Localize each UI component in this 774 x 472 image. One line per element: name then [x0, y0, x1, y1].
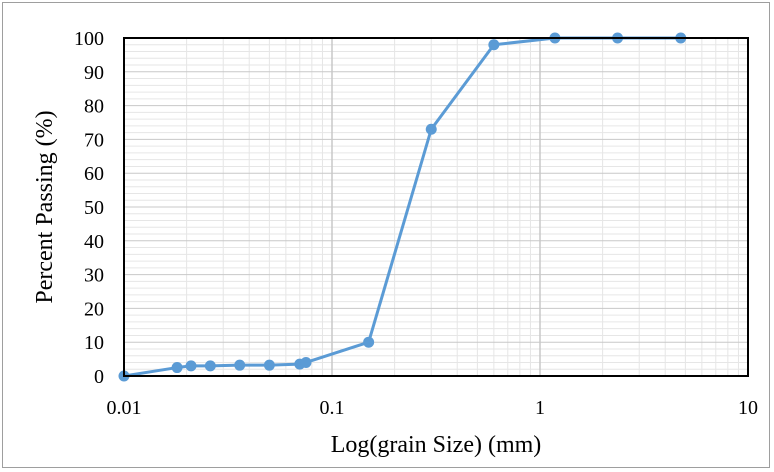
data-point: [263, 359, 275, 371]
data-point: [204, 360, 216, 372]
x-axis-title: Log(grain Size) (mm): [331, 432, 542, 458]
data-point: [363, 336, 375, 348]
y-tick-label: 0: [94, 366, 104, 388]
x-tick-labels: 0.01 0.1 1 10: [107, 397, 759, 419]
y-tick-label: 80: [84, 96, 104, 118]
y-tick-label: 50: [84, 197, 104, 219]
data-point: [300, 356, 312, 368]
y-tick-label: 60: [84, 163, 104, 185]
major-gridlines: [123, 37, 749, 377]
plot-area-border: [123, 37, 749, 377]
x-tick-label: 10: [738, 397, 758, 419]
x-tick-label: 1: [535, 397, 545, 419]
y-tick-label: 90: [84, 62, 104, 84]
y-tick-label: 20: [84, 298, 104, 320]
y-tick-label: 70: [84, 129, 104, 151]
y-axis-title: Percent Passing (%): [32, 110, 58, 303]
y-tick-label: 40: [84, 231, 104, 253]
y-tick-label: 100: [74, 28, 104, 50]
data-point: [185, 360, 197, 372]
y-tick-labels: 0 10 20 30 40 50 60 70 80 90 100: [74, 28, 104, 388]
data-point: [171, 362, 183, 374]
chart-frame: [2, 2, 770, 468]
x-tick-label: 0.1: [320, 397, 345, 419]
y-tick-label: 30: [84, 265, 104, 287]
data-point: [425, 123, 437, 135]
x-tick-label: 0.01: [107, 397, 142, 419]
y-tick-label: 10: [84, 332, 104, 354]
data-point: [234, 359, 246, 371]
data-point: [488, 39, 500, 51]
